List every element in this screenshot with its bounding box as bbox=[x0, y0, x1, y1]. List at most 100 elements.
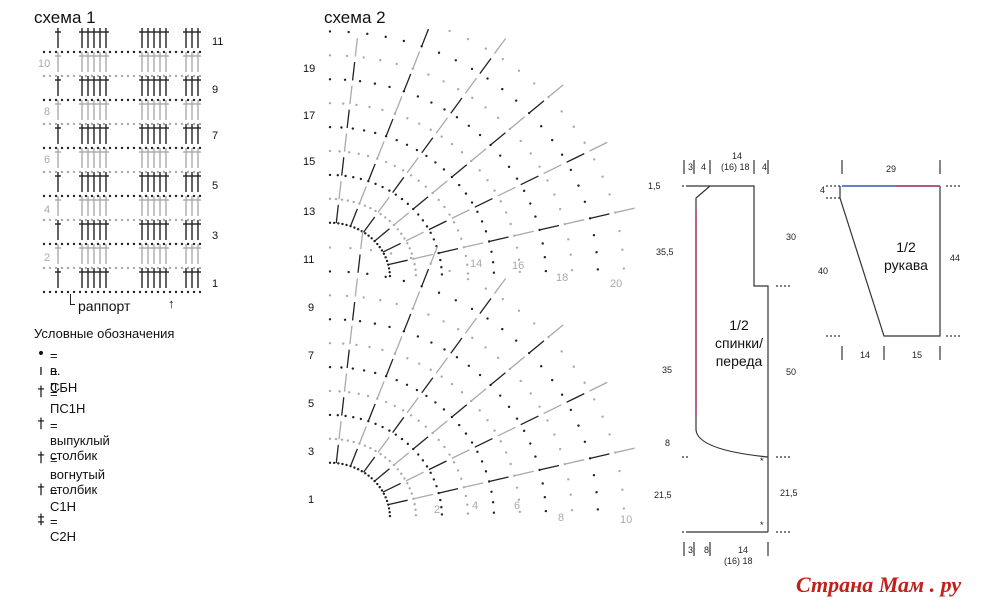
stitch-mark bbox=[474, 437, 493, 448]
chain-dot bbox=[401, 169, 405, 172]
chain-dot bbox=[577, 424, 580, 427]
chain-dot bbox=[380, 489, 384, 492]
chain-dot bbox=[595, 491, 598, 494]
chain-dot bbox=[355, 343, 358, 347]
stitch-mark bbox=[490, 372, 506, 386]
stitch-mark bbox=[351, 301, 356, 321]
chain-dot bbox=[328, 461, 332, 464]
chain-dot bbox=[471, 96, 474, 100]
stitch-mark bbox=[428, 220, 447, 231]
chain-dot bbox=[450, 382, 454, 386]
stitch-mark bbox=[615, 207, 635, 214]
chain-dot bbox=[478, 373, 482, 377]
chain-dot bbox=[518, 510, 522, 514]
chain-dot bbox=[144, 74, 148, 78]
chain-dot bbox=[380, 249, 384, 252]
legend-item-chain: = в. п. bbox=[50, 348, 61, 393]
scheme2-arc-20: 20 bbox=[610, 278, 623, 290]
arrow-up-icon: ↑ bbox=[168, 296, 175, 311]
stitch-mark bbox=[376, 381, 385, 399]
stitch-mark bbox=[405, 231, 424, 242]
chain-dot bbox=[102, 74, 106, 78]
chain-dot bbox=[78, 74, 82, 78]
chain-dot bbox=[385, 259, 389, 263]
chain-dot bbox=[405, 383, 409, 386]
chain-dot bbox=[102, 50, 106, 54]
chain-dot bbox=[198, 74, 202, 78]
chain-dot bbox=[328, 437, 332, 441]
chain-dot bbox=[162, 194, 166, 198]
chain-dot bbox=[90, 98, 94, 102]
legend-item-hdc: = ПС1Н bbox=[50, 386, 86, 416]
chain-dot bbox=[410, 492, 413, 495]
chain-dot bbox=[430, 341, 433, 344]
chain-dot bbox=[421, 459, 425, 462]
chain-dot bbox=[367, 234, 370, 237]
chain-dot bbox=[374, 449, 377, 453]
chain-dot bbox=[108, 290, 112, 294]
stitch-mark bbox=[479, 57, 492, 74]
chain-dot bbox=[467, 364, 471, 367]
chain-dot bbox=[393, 164, 396, 168]
chain-dot bbox=[388, 219, 391, 223]
chain-dot bbox=[162, 242, 166, 246]
chain-dot bbox=[388, 85, 391, 89]
chain-dot bbox=[162, 218, 166, 222]
chain-dot bbox=[168, 170, 172, 174]
chain-dot bbox=[440, 375, 443, 378]
chain-dot bbox=[388, 189, 391, 192]
scheme2-row-13: 13 bbox=[303, 206, 316, 218]
chain-dot bbox=[493, 189, 496, 192]
chain-dot bbox=[186, 98, 190, 102]
chain-dot bbox=[334, 437, 338, 441]
chain-dot bbox=[388, 429, 391, 432]
chain-dot bbox=[478, 409, 481, 412]
chain-dot bbox=[417, 419, 420, 422]
chain-dot bbox=[90, 50, 94, 54]
chain-dot bbox=[395, 378, 398, 382]
chain-dot bbox=[198, 122, 202, 126]
chain-dot bbox=[593, 398, 596, 401]
chain-dot bbox=[456, 229, 460, 232]
chain-dot bbox=[366, 394, 370, 398]
chain-dot bbox=[336, 174, 340, 177]
sleeve-label-line-1: 1/2 bbox=[896, 239, 916, 255]
chain-dot bbox=[150, 242, 154, 246]
chain-dot bbox=[484, 346, 487, 349]
chain-dot bbox=[362, 296, 365, 299]
chain-dot bbox=[515, 177, 519, 180]
chain-dot bbox=[519, 379, 522, 383]
chain-dot bbox=[457, 327, 460, 331]
chain-dot bbox=[409, 256, 413, 260]
chain-dot bbox=[192, 50, 196, 54]
chain-dot bbox=[347, 30, 350, 34]
chain-dot bbox=[484, 287, 487, 290]
chain-dot bbox=[466, 37, 470, 41]
chain-dot bbox=[328, 54, 332, 57]
stitch-mark bbox=[463, 242, 484, 248]
chain-dot bbox=[529, 152, 532, 155]
chain-dot bbox=[363, 444, 367, 447]
chain-dot bbox=[452, 221, 456, 224]
body-top-dim-5: 4 bbox=[762, 162, 768, 172]
chain-dot bbox=[48, 146, 52, 150]
chain-dot bbox=[437, 198, 440, 202]
chain-dot bbox=[328, 149, 332, 153]
stitch-mark bbox=[338, 420, 342, 440]
chain-dot bbox=[352, 440, 355, 444]
chain-dot bbox=[448, 453, 451, 456]
chain-dot bbox=[414, 268, 417, 271]
single-crochet-icon: ı bbox=[39, 363, 43, 379]
chain-dot bbox=[621, 488, 624, 491]
chain-dot bbox=[374, 371, 377, 375]
chain-dot bbox=[608, 433, 611, 436]
chain-dot bbox=[496, 356, 500, 360]
scheme2-row-11: 11 bbox=[303, 254, 315, 266]
chain-dot bbox=[54, 170, 58, 174]
chain-dot bbox=[156, 122, 160, 126]
chain-dot bbox=[583, 381, 586, 384]
chain-dot bbox=[84, 242, 88, 246]
body-right-dim-1: 30 bbox=[786, 232, 797, 242]
chain-dot bbox=[102, 290, 106, 294]
chain-dot bbox=[150, 218, 154, 222]
